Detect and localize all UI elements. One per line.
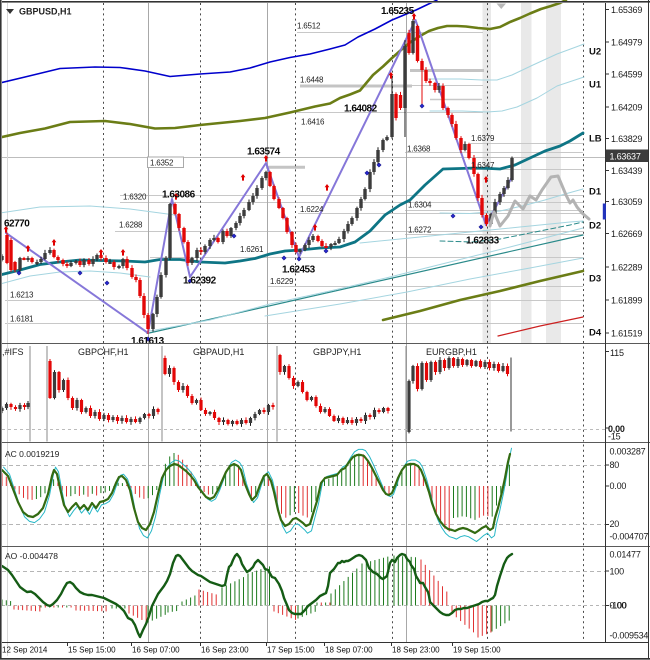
svg-text:1.6320: 1.6320 — [123, 193, 147, 202]
svg-text:GBPUSD,H1: GBPUSD,H1 — [19, 7, 72, 17]
svg-text:GBPJPY,H1: GBPJPY,H1 — [313, 347, 361, 357]
svg-text:1.6272: 1.6272 — [408, 226, 432, 235]
svg-text:1.6304: 1.6304 — [408, 201, 432, 210]
svg-text:1.6288: 1.6288 — [119, 221, 143, 230]
svg-text:19 Sep 15:00: 19 Sep 15:00 — [453, 646, 501, 655]
svg-text:1.6512: 1.6512 — [297, 22, 321, 31]
svg-text:EURGBP,H1: EURGBP,H1 — [426, 347, 477, 357]
svg-text:1.6261: 1.6261 — [240, 245, 264, 254]
svg-text:,#IFS: ,#IFS — [2, 347, 24, 357]
svg-text:1.6347: 1.6347 — [471, 161, 495, 170]
svg-text:D1: D1 — [589, 187, 602, 198]
svg-text:1.6224: 1.6224 — [300, 205, 324, 214]
svg-text:D3: D3 — [589, 274, 601, 285]
svg-text:62770: 62770 — [4, 219, 30, 230]
svg-text:1.6368: 1.6368 — [407, 145, 431, 154]
svg-text:15 Sep 15:00: 15 Sep 15:00 — [68, 646, 116, 655]
svg-text:-15: -15 — [608, 432, 621, 442]
svg-text:12 Sep 2014: 12 Sep 2014 — [2, 646, 48, 655]
svg-text:D2: D2 — [589, 221, 601, 232]
svg-text:1.65235: 1.65235 — [381, 6, 415, 17]
svg-text:1.61519: 1.61519 — [611, 329, 642, 339]
svg-text:0,00: 0,00 — [608, 424, 625, 434]
svg-text:1.63829: 1.63829 — [611, 134, 642, 144]
svg-text:1.64599: 1.64599 — [611, 70, 642, 80]
svg-text:-0.004707: -0.004707 — [610, 532, 649, 542]
svg-text:1.62669: 1.62669 — [611, 229, 642, 239]
svg-text:1.63439: 1.63439 — [611, 166, 642, 176]
svg-text:1.6352: 1.6352 — [150, 159, 174, 168]
svg-text:1.62392: 1.62392 — [183, 276, 217, 287]
svg-text:1.62289: 1.62289 — [611, 263, 642, 273]
svg-text:17 Sep 15:00: 17 Sep 15:00 — [267, 646, 315, 655]
svg-text:1.63574: 1.63574 — [247, 147, 281, 158]
svg-text:16 Sep 23:00: 16 Sep 23:00 — [201, 646, 249, 655]
svg-text:U2: U2 — [589, 47, 601, 58]
svg-text:1.62833: 1.62833 — [466, 236, 500, 247]
svg-text:20: 20 — [610, 519, 620, 529]
svg-text:1.6181: 1.6181 — [10, 315, 34, 324]
svg-text:1.63086: 1.63086 — [162, 190, 196, 201]
svg-text:1.64209: 1.64209 — [611, 103, 642, 113]
svg-text:18 Sep 23:00: 18 Sep 23:00 — [392, 646, 440, 655]
svg-text:1.6213: 1.6213 — [10, 291, 34, 300]
svg-text:1.61613: 1.61613 — [131, 336, 165, 347]
svg-text:U1: U1 — [589, 80, 602, 91]
svg-text:0.003287: 0.003287 — [610, 447, 646, 457]
svg-text:-0.009534: -0.009534 — [610, 631, 649, 641]
svg-text:0.01477: 0.01477 — [610, 550, 641, 560]
svg-text:1.64979: 1.64979 — [611, 38, 642, 48]
svg-text:1.6229: 1.6229 — [270, 277, 294, 286]
svg-text:1.63059: 1.63059 — [611, 197, 642, 207]
svg-text:GBPAUD,H1: GBPAUD,H1 — [193, 347, 244, 357]
svg-text:1.6416: 1.6416 — [301, 118, 325, 127]
svg-text:LB: LB — [589, 134, 602, 145]
svg-text:1.6379: 1.6379 — [471, 134, 495, 143]
svg-text:-100: -100 — [610, 601, 627, 611]
svg-text:1.62453: 1.62453 — [282, 265, 316, 276]
svg-text:1.64082: 1.64082 — [344, 104, 378, 115]
svg-text:GBPCHF,H1: GBPCHF,H1 — [78, 347, 129, 357]
svg-text:80: 80 — [610, 460, 620, 470]
svg-text:AC 0.0019219: AC 0.0019219 — [5, 449, 60, 459]
svg-text:AO -0.004478: AO -0.004478 — [5, 551, 58, 561]
svg-text:18 Sep 07:00: 18 Sep 07:00 — [325, 646, 373, 655]
svg-text:1.6448: 1.6448 — [300, 76, 324, 85]
svg-text:1.61899: 1.61899 — [611, 296, 642, 306]
svg-text:0.00: 0.00 — [610, 481, 627, 491]
svg-text:1.65369: 1.65369 — [611, 5, 642, 15]
svg-text:1.63637: 1.63637 — [610, 152, 641, 162]
svg-text:115: 115 — [610, 348, 624, 358]
svg-text:100: 100 — [610, 567, 625, 577]
svg-text:0.00: 0.00 — [610, 601, 627, 611]
svg-text:16 Sep 07:00: 16 Sep 07:00 — [132, 646, 180, 655]
svg-text:D4: D4 — [589, 328, 602, 339]
